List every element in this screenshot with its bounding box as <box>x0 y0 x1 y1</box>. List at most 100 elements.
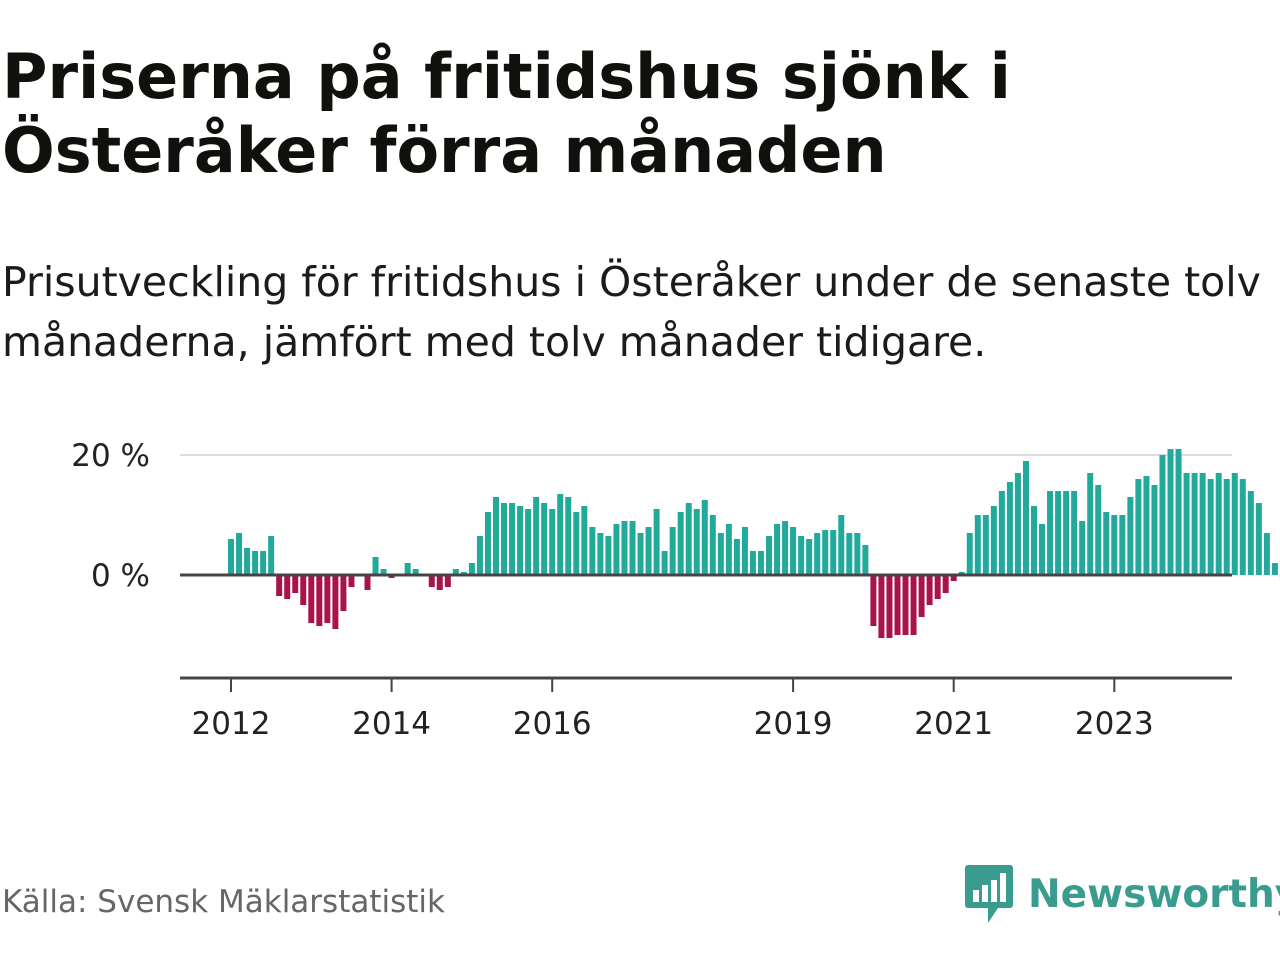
bar <box>1039 524 1046 575</box>
x-tick-label: 2023 <box>1075 706 1154 742</box>
bar <box>444 575 451 587</box>
bar <box>284 575 291 599</box>
bar <box>1159 455 1166 575</box>
bar <box>717 533 724 575</box>
bar <box>533 497 540 575</box>
x-tick-label: 2019 <box>754 706 833 742</box>
bar <box>509 503 516 575</box>
bar <box>637 533 644 575</box>
bar <box>950 575 957 581</box>
bar <box>741 527 748 575</box>
bar <box>308 575 315 623</box>
bar <box>1022 461 1029 575</box>
bar <box>966 533 973 575</box>
bar <box>645 527 652 575</box>
bar <box>324 575 331 623</box>
bar <box>316 575 323 626</box>
bar <box>1191 473 1198 575</box>
bar <box>364 575 371 590</box>
bar <box>621 521 628 575</box>
bar <box>581 506 588 575</box>
bar <box>998 491 1005 575</box>
bar <box>1183 473 1190 575</box>
bar <box>525 509 532 575</box>
bar <box>428 575 435 587</box>
y-tick-label: 20 % <box>71 438 150 474</box>
bar <box>854 533 861 575</box>
bar <box>1055 491 1062 575</box>
bar <box>589 527 596 575</box>
bar <box>1095 485 1102 575</box>
bar <box>669 527 676 575</box>
bar <box>918 575 925 617</box>
bar <box>276 575 283 596</box>
brand-name: Newsworthy <box>1028 871 1280 917</box>
bar <box>1151 485 1158 575</box>
bar <box>942 575 949 593</box>
bar <box>404 563 411 575</box>
bar <box>1199 473 1206 575</box>
bar <box>484 512 491 575</box>
bar <box>886 575 893 638</box>
bar <box>300 575 307 605</box>
bar <box>1063 491 1070 575</box>
bar <box>677 512 684 575</box>
bar <box>766 536 773 575</box>
bar <box>934 575 941 599</box>
newsworthy-logo[interactable]: Newsworthy <box>964 862 1280 926</box>
bar <box>1135 479 1142 575</box>
bar <box>814 533 821 575</box>
bar <box>452 569 459 575</box>
bar <box>910 575 917 635</box>
bar <box>725 524 732 575</box>
bar <box>541 503 548 575</box>
bar <box>412 569 419 575</box>
bar <box>573 512 580 575</box>
bar <box>1255 503 1262 575</box>
bar <box>260 551 267 575</box>
bar <box>605 536 612 575</box>
bar <box>774 524 781 575</box>
axes <box>180 573 1232 692</box>
bar <box>1087 473 1094 575</box>
chart-title: Priserna på fritidshus sjönk i Österåker… <box>2 40 1011 187</box>
bar <box>348 575 355 587</box>
bar <box>653 509 660 575</box>
bar <box>782 521 789 575</box>
bar <box>757 551 764 575</box>
bar <box>492 497 499 575</box>
bar <box>1103 512 1110 575</box>
bar <box>846 533 853 575</box>
bar <box>1247 491 1254 575</box>
bar <box>549 509 556 575</box>
bar <box>380 569 387 575</box>
bar <box>557 494 564 575</box>
bar <box>1223 479 1230 575</box>
bar <box>1239 479 1246 575</box>
bar <box>244 548 251 575</box>
bar <box>1014 473 1021 575</box>
bar <box>1079 521 1086 575</box>
bar <box>1175 449 1182 575</box>
bar <box>1127 497 1134 575</box>
bar <box>1111 515 1118 575</box>
source-note: Källa: Svensk Mäklarstatistik <box>2 884 445 920</box>
bar <box>838 515 845 575</box>
bar <box>894 575 901 635</box>
bar <box>974 515 981 575</box>
bar <box>1271 563 1278 575</box>
bars <box>228 449 1280 638</box>
bar <box>517 506 524 575</box>
chart-subtitle: Prisutveckling för fritidshus i Österåke… <box>2 258 1261 366</box>
bar <box>268 536 275 575</box>
bar <box>862 545 869 575</box>
bar <box>340 575 347 611</box>
bar <box>902 575 909 635</box>
y-tick-label: 0 % <box>91 558 150 594</box>
bar <box>830 530 837 575</box>
bar <box>1047 491 1054 575</box>
x-tick-label: 2012 <box>192 706 271 742</box>
bar <box>822 530 829 575</box>
bar <box>982 515 989 575</box>
